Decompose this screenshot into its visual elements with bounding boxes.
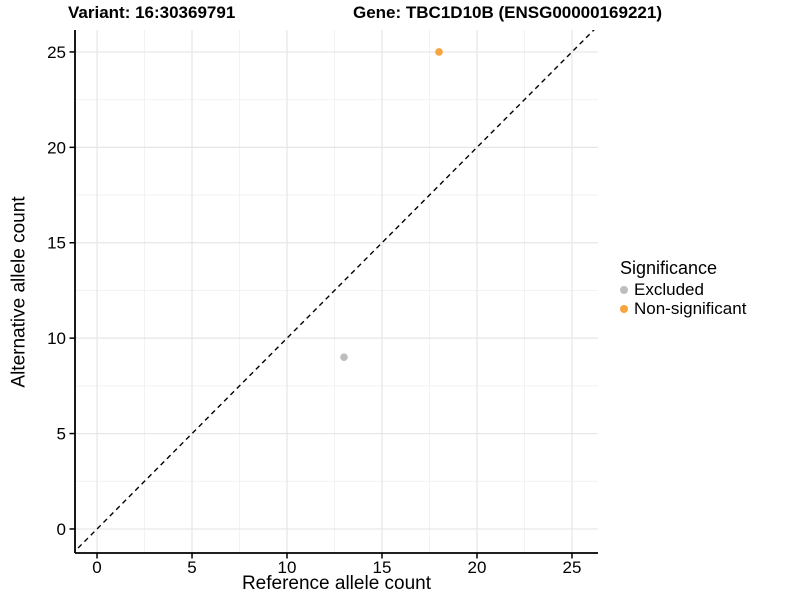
x-tick-label: 25 [563,558,582,577]
y-tick-label: 0 [57,520,66,539]
y-tick-label: 20 [47,138,66,157]
non-significant-dot-icon [620,304,628,313]
legend-title: Significance [620,258,718,278]
y-tick-label: 5 [57,425,66,444]
legend-label-non-significant: Non-significant [634,299,747,318]
plot-title-gene: Gene: TBC1D10B (ENSG00000169221) [353,3,662,22]
excluded-dot-icon [620,285,628,294]
x-tick-label: 15 [373,558,392,577]
legend-label-excluded: Excluded [634,280,704,299]
x-tick-label: 5 [187,558,196,577]
point-excluded [340,353,348,362]
y-tick-label: 10 [47,329,66,348]
x-tick-label: 20 [468,558,487,577]
legend-item-excluded: Excluded [620,280,746,299]
x-tick-label: 0 [92,558,101,577]
legend-item-non-significant: Non-significant [620,299,746,318]
y-tick-label: 15 [47,234,66,253]
y-tick-label: 25 [47,43,66,62]
x-tick-label: 10 [278,558,297,577]
legend: Significance Excluded Non-significant [620,259,746,318]
x-axis-title: Reference allele count [241,573,432,594]
point-non-significant [435,48,443,56]
plot-title-variant: Variant: 16:30369791 [68,3,236,22]
